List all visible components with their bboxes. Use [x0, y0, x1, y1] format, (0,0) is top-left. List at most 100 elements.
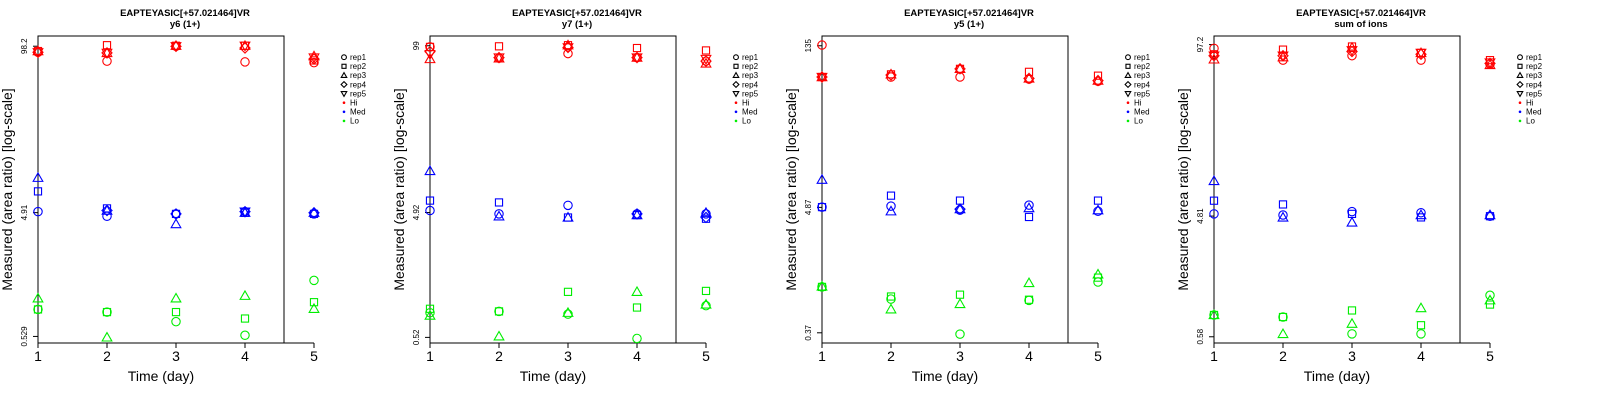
point-hi-rep3 [1092, 74, 1104, 85]
chart-subtitle: sum of ions [1334, 19, 1387, 30]
point-lo-rep3 [308, 302, 320, 313]
legend-marker-rep3 [732, 71, 740, 79]
point-med-rep2 [494, 198, 504, 207]
legend-label-med: Med [350, 108, 366, 117]
x-tick-label-2: 2 [887, 348, 895, 364]
point-med-rep3 [32, 171, 44, 182]
legend-marker-lo [342, 119, 346, 123]
point-lo-rep3 [1208, 309, 1220, 320]
point-med-rep4 [631, 208, 643, 220]
point-lo-rep3 [700, 298, 712, 309]
point-med-rep2 [1209, 196, 1219, 205]
point-lo-rep3 [1277, 327, 1289, 339]
point-hi-rep4 [954, 63, 966, 75]
legend-label-lo: Lo [1526, 117, 1535, 126]
point-med-rep3 [1484, 209, 1496, 220]
point-hi-rep3 [101, 46, 113, 58]
point-lo-rep2 [632, 303, 642, 312]
point-med-rep3 [1277, 211, 1289, 222]
point-med-rep4 [101, 204, 113, 217]
y-tick-label-1: 0.37 [804, 324, 813, 340]
point-hi-rep5 [816, 72, 828, 83]
legend-marker-rep1 [341, 54, 347, 61]
chart-subtitle: y6 (1+) [170, 19, 200, 30]
point-lo-rep1 [33, 304, 43, 315]
point-hi-rep2 [701, 46, 711, 55]
x-tick-label-3: 3 [172, 348, 180, 364]
point-med-rep3 [816, 173, 828, 184]
point-hi-rep3 [954, 62, 966, 74]
x-tick-label-2: 2 [495, 348, 503, 364]
point-med-rep2 [886, 191, 896, 200]
y-tick-label-1: 0.52 [412, 329, 421, 345]
x-axis-label: Time (day) [128, 368, 194, 384]
x-tick-label-3: 3 [956, 348, 964, 364]
point-hi-rep5 [424, 50, 436, 61]
point-lo-rep1 [1485, 290, 1495, 301]
point-lo-rep1 [425, 308, 435, 318]
legend-marker-hi [734, 101, 738, 104]
point-lo-rep1 [494, 306, 504, 317]
point-med-rep1 [886, 201, 896, 211]
legend-label-hi: Hi [350, 99, 358, 108]
legend-label-rep2: rep2 [742, 62, 759, 71]
point-lo-rep1 [309, 275, 319, 286]
legend-label-rep2: rep2 [350, 62, 367, 71]
point-med-rep3 [308, 206, 320, 217]
point-lo-rep3 [1092, 268, 1104, 279]
point-lo-rep1 [817, 282, 827, 292]
point-lo-rep3 [424, 309, 436, 320]
point-hi-rep3 [631, 51, 643, 62]
y-tick-label-2: 4.91 [20, 204, 29, 220]
point-med-rep2 [955, 196, 965, 205]
point-med-rep3 [1092, 204, 1104, 215]
legend-marker-rep4 [732, 80, 740, 89]
point-med-rep1 [563, 200, 573, 211]
point-hi-rep2 [1024, 67, 1034, 76]
legend-marker-rep2 [1517, 63, 1523, 69]
point-hi-rep1 [240, 57, 250, 67]
x-tick-label-5: 5 [1486, 348, 1494, 364]
point-lo-rep2 [1485, 300, 1495, 309]
chart-subtitle: y7 (1+) [562, 19, 592, 30]
point-med-rep3 [885, 205, 897, 216]
point-lo-rep1 [240, 330, 250, 341]
legend-marker-lo [1518, 119, 1522, 123]
legend-marker-rep5 [1516, 90, 1524, 98]
chart-title: EAPTEYASIC[+57.021464]VR [512, 8, 642, 19]
x-axis-label: Time (day) [520, 368, 586, 384]
legend-marker-rep2 [733, 63, 739, 69]
point-lo-rep3 [562, 306, 574, 317]
point-med-rep1 [494, 209, 504, 219]
x-tick-label-4: 4 [633, 348, 641, 364]
point-hi-rep5 [32, 48, 44, 59]
x-tick-label-5: 5 [1094, 348, 1102, 364]
point-med-rep4 [170, 208, 182, 220]
legend-label-rep5: rep5 [350, 89, 367, 98]
legend-marker-rep5 [340, 90, 348, 98]
y-tick-label-3: 97.2 [1196, 36, 1205, 52]
point-lo-rep3 [816, 280, 828, 291]
point-lo-rep2 [886, 292, 896, 301]
point-lo-rep3 [954, 297, 966, 309]
point-lo-rep1 [1093, 277, 1103, 287]
legend-label-rep3: rep3 [1134, 71, 1151, 80]
point-lo-rep2 [494, 307, 504, 316]
legend-label-rep5: rep5 [1134, 89, 1151, 98]
point-lo-rep2 [563, 287, 573, 296]
point-med-rep2 [171, 209, 181, 219]
point-lo-rep1 [1416, 329, 1426, 339]
chart-title: EAPTEYASIC[+57.021464]VR [904, 8, 1034, 19]
point-hi-rep4 [885, 69, 897, 81]
point-med-rep2 [1024, 212, 1034, 222]
plot-frame [37, 35, 285, 344]
point-hi-rep5 [101, 48, 113, 59]
point-lo-rep3 [32, 292, 44, 303]
point-hi-rep2 [632, 43, 642, 53]
y-axis-label: Measured (area ratio) [log-scale] [0, 88, 15, 290]
point-med-rep2 [425, 196, 435, 205]
point-hi-rep5 [493, 53, 505, 64]
legend-label-hi: Hi [1526, 99, 1534, 108]
